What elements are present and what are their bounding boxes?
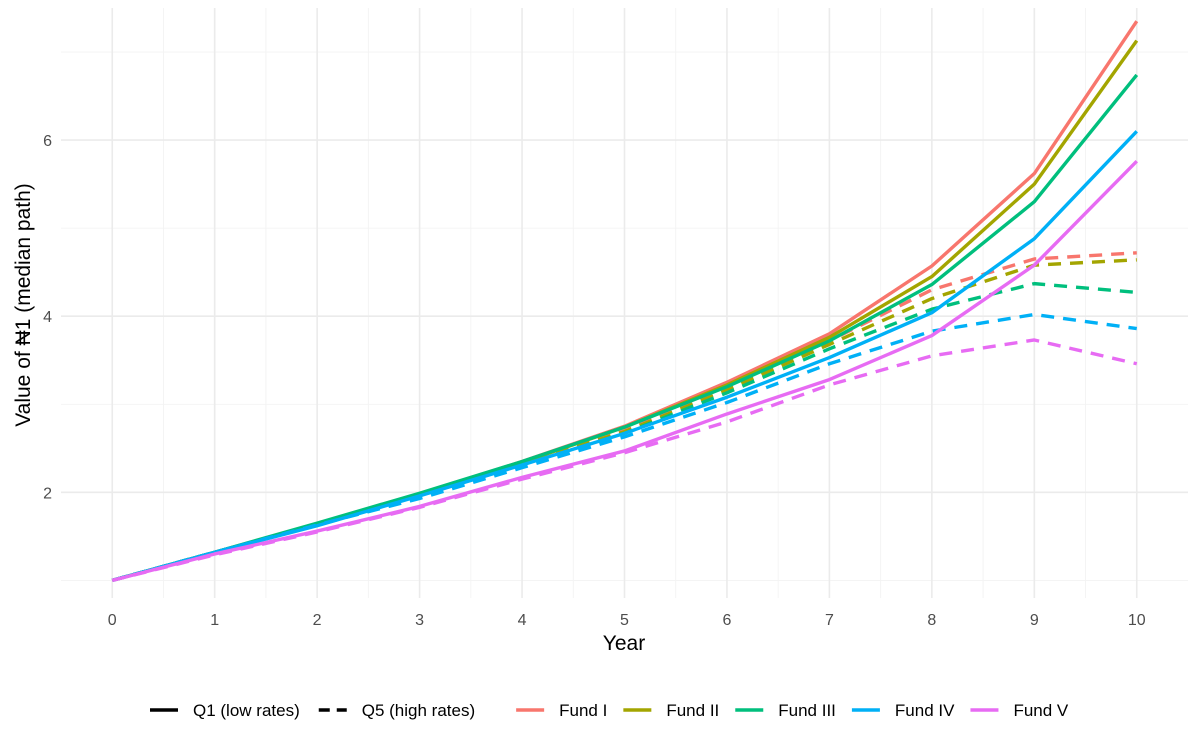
x-axis-title: Year — [603, 632, 645, 655]
legend: Q1 (low rates) Q5 (high rates) Fund I Fund … — [150, 701, 1069, 720]
legend-label: Fund I — [559, 701, 607, 720]
legend-label: Fund II — [666, 701, 719, 720]
y-tick-label: 6 — [43, 133, 52, 150]
grid-lines — [61, 8, 1188, 598]
legend-label: Fund V — [1013, 701, 1068, 720]
x-tick-label: 6 — [723, 612, 732, 629]
x-tick-label: 5 — [620, 612, 629, 629]
x-axis-ticks: 0 1 2 3 4 5 6 7 8 9 10 — [108, 612, 1146, 629]
x-tick-label: 9 — [1030, 612, 1039, 629]
x-tick-label: 3 — [415, 612, 424, 629]
x-tick-label: 8 — [927, 612, 936, 629]
x-tick-label: 0 — [108, 612, 117, 629]
x-tick-label: 4 — [518, 612, 527, 629]
legend-label: Q5 (high rates) — [362, 701, 475, 720]
series-lines — [111, 20, 1139, 583]
series-line — [111, 338, 1138, 583]
legend-label: Q1 (low rates) — [193, 701, 300, 720]
legend-label: Fund III — [778, 701, 836, 720]
x-tick-label: 1 — [210, 612, 219, 629]
series-line — [111, 312, 1138, 583]
x-tick-label: 10 — [1128, 612, 1146, 629]
x-tick-label: 2 — [313, 612, 322, 629]
y-tick-label: 2 — [43, 485, 52, 502]
y-axis-title: Value of ₦1 (median path) — [12, 183, 35, 427]
legend-label: Fund IV — [895, 701, 955, 720]
y-axis-ticks: 2 4 6 — [43, 133, 52, 502]
x-tick-label: 7 — [825, 612, 834, 629]
y-tick-label: 4 — [43, 309, 52, 326]
